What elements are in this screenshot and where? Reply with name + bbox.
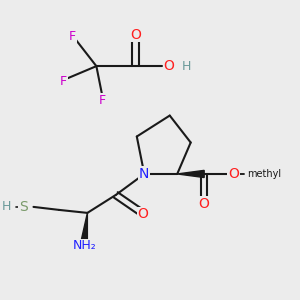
Text: NH₂: NH₂ (73, 239, 96, 252)
Text: S: S (19, 200, 28, 214)
Text: methyl: methyl (247, 169, 281, 179)
Polygon shape (81, 213, 87, 240)
Text: O: O (137, 207, 148, 221)
Text: H: H (2, 200, 11, 213)
Text: O: O (130, 28, 141, 42)
Text: O: O (199, 197, 210, 211)
Text: N: N (139, 167, 149, 181)
Text: H: H (182, 60, 191, 73)
Text: F: F (99, 94, 106, 107)
Text: O: O (228, 167, 239, 181)
Text: O: O (164, 59, 175, 73)
Text: F: F (69, 30, 76, 43)
Text: F: F (60, 75, 67, 88)
Polygon shape (177, 170, 204, 178)
